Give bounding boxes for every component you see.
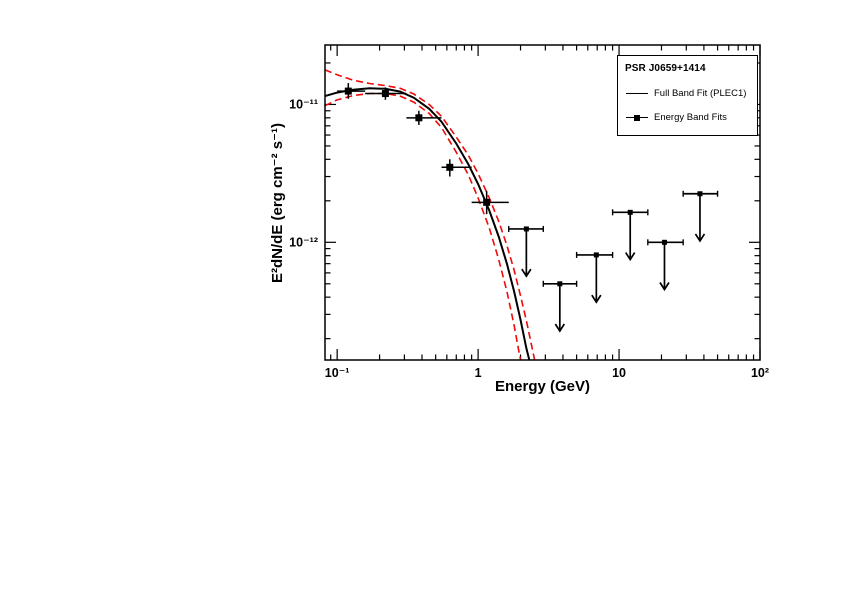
data-point-marker bbox=[415, 114, 423, 122]
upper-limit bbox=[542, 280, 578, 333]
fit-line-symbol bbox=[625, 89, 649, 99]
upper-limit bbox=[647, 239, 684, 292]
down-arrow-icon bbox=[694, 233, 706, 243]
upper-limit bbox=[611, 209, 649, 262]
y-tick-label: 10⁻¹¹ bbox=[289, 97, 318, 111]
x-tick-label: 10 bbox=[612, 366, 626, 380]
down-arrow-icon bbox=[659, 282, 670, 292]
data-point-marker bbox=[446, 163, 454, 171]
down-arrow-icon bbox=[554, 323, 566, 333]
uncertainty-band-curve bbox=[325, 92, 522, 360]
x-axis-title: Energy (GeV) bbox=[494, 378, 591, 395]
fit-curve bbox=[325, 87, 531, 360]
legend-box: PSR J0659+1414 Full Band Fit (PLEC1) Ene… bbox=[617, 55, 758, 136]
upper-limit bbox=[508, 225, 544, 278]
legend-header: PSR J0659+1414 bbox=[625, 63, 706, 74]
axis-ticks bbox=[325, 45, 761, 360]
tick-labels: 10⁻¹ 1 10 10² 10⁻¹² 10⁻¹¹ bbox=[289, 97, 769, 380]
x-tick-label: 1 bbox=[475, 366, 482, 380]
upper-limit bbox=[575, 251, 614, 304]
upper-limit bbox=[682, 190, 719, 243]
legend-item-full-band-fit: Full Band Fit (PLEC1) bbox=[625, 88, 750, 99]
x-tick-label: 10⁻¹ bbox=[325, 366, 350, 380]
square-marker-symbol bbox=[625, 113, 649, 123]
plot-frame bbox=[324, 44, 761, 361]
line-glyph bbox=[626, 92, 648, 95]
legend-item-label: Energy Band Fits bbox=[654, 112, 727, 123]
data-point-marker bbox=[381, 90, 389, 98]
square-glyph bbox=[634, 114, 640, 121]
legend-item-label: Full Band Fit (PLEC1) bbox=[654, 88, 747, 99]
fit-curves bbox=[325, 69, 536, 360]
down-arrow-icon bbox=[521, 268, 532, 278]
data-point-marker bbox=[483, 198, 491, 206]
down-arrow-icon bbox=[624, 252, 636, 262]
y-axis-title: E²dN/dE (erg cm⁻² s⁻¹) bbox=[269, 122, 286, 284]
data-point-marker bbox=[344, 87, 352, 95]
data-points bbox=[337, 83, 509, 215]
y-tick-label: 10⁻¹² bbox=[289, 235, 318, 249]
x-tick-label: 10² bbox=[751, 366, 769, 380]
upper-limits bbox=[508, 190, 719, 333]
uncertainty-band-curve bbox=[325, 69, 536, 360]
legend-item-energy-band-fits: Energy Band Fits bbox=[625, 112, 750, 123]
down-arrow-icon bbox=[591, 294, 602, 304]
